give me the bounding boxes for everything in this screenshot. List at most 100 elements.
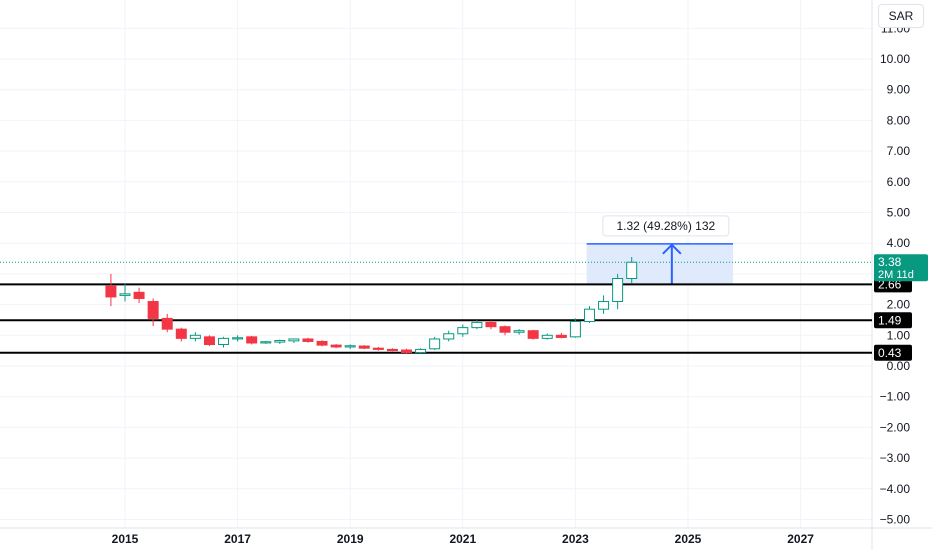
candle-body — [105, 285, 117, 298]
candle — [527, 329, 539, 340]
candle — [119, 283, 131, 302]
candle-body — [401, 349, 412, 353]
candle-body — [133, 291, 145, 299]
candle-body — [330, 344, 342, 348]
measure-label: 1.32 (49.28%) 132 — [616, 219, 715, 233]
candle-body — [302, 338, 314, 342]
candle — [274, 339, 286, 344]
y-tick-label: 5.00 — [887, 206, 911, 220]
candle — [583, 306, 595, 324]
currency-button[interactable]: SAR — [878, 4, 924, 28]
y-axis-labels: 11.0010.009.008.007.006.005.004.003.002.… — [880, 21, 911, 526]
candle — [499, 325, 511, 336]
candle-body — [344, 345, 356, 348]
candle — [429, 336, 441, 351]
countdown-label: 2M 11d — [878, 269, 914, 281]
candle — [161, 313, 173, 333]
x-tick-label: 2023 — [562, 532, 589, 546]
y-tick-label: 7.00 — [887, 144, 911, 158]
candle — [626, 257, 638, 284]
candle-body — [316, 340, 328, 346]
candle-body — [415, 348, 427, 353]
candle — [133, 287, 145, 304]
candle — [189, 332, 201, 342]
x-tick-label: 2021 — [449, 532, 476, 546]
candle-body — [386, 348, 398, 352]
last-price-label: 3.38 — [878, 255, 902, 269]
candle — [288, 338, 300, 343]
candle — [415, 348, 427, 354]
candle — [330, 343, 342, 349]
measure-arrow-head — [662, 243, 682, 255]
candle — [401, 348, 412, 354]
candle-body — [626, 261, 638, 280]
candles — [105, 257, 638, 354]
candle — [358, 345, 370, 350]
candle-body — [372, 347, 384, 350]
candle-body — [471, 321, 483, 329]
candle — [372, 346, 384, 351]
candle-body — [499, 326, 511, 333]
y-tick-label: −1.00 — [880, 390, 911, 404]
candle — [344, 344, 356, 350]
y-tick-label: 2.00 — [887, 298, 911, 312]
candle-body — [218, 337, 230, 346]
y-tick-label: 1.00 — [887, 328, 911, 342]
y-tick-label: −3.00 — [880, 451, 911, 465]
level-badge-label: 1.49 — [878, 313, 902, 327]
measure-label-box — [602, 215, 730, 237]
y-tick-label: 8.00 — [887, 113, 911, 127]
y-tick-label: −4.00 — [880, 482, 911, 496]
candle — [555, 332, 567, 339]
x-tick-label: 2017 — [224, 532, 251, 546]
candle — [443, 330, 455, 342]
candle-body — [232, 337, 244, 340]
x-tick-label: 2015 — [112, 532, 139, 546]
candle — [569, 318, 581, 338]
x-tick-label: 2019 — [337, 532, 364, 546]
candle — [513, 329, 525, 335]
candle-body — [569, 320, 581, 338]
level-badge-bg — [874, 344, 912, 361]
y-tick-label: 0.00 — [887, 359, 911, 373]
candle-body — [443, 333, 455, 340]
candle-body — [358, 345, 370, 349]
candle-body — [260, 341, 272, 344]
candle-body — [513, 330, 525, 333]
last-price-badge-bg — [874, 254, 928, 282]
level-badge-label: 0.43 — [878, 346, 902, 360]
y-tick-label: −2.00 — [880, 420, 911, 434]
candle — [147, 298, 159, 327]
x-tick-label: 2025 — [675, 532, 702, 546]
candle — [175, 327, 187, 342]
candle — [302, 337, 314, 343]
candle — [485, 320, 497, 330]
candle-body — [541, 334, 553, 339]
x-axis-labels: 2015 2017 2019 2021 2023 2025 2027 — [112, 532, 815, 546]
candle — [598, 295, 610, 314]
y-tick-label: 6.00 — [887, 175, 911, 189]
candle — [260, 340, 272, 344]
candle — [232, 335, 244, 342]
candle — [471, 319, 483, 330]
candle-body — [598, 301, 610, 310]
candle-body — [457, 327, 469, 335]
candle — [386, 348, 398, 352]
candle — [246, 335, 258, 345]
level-badge: 0.43 — [874, 344, 912, 361]
candle-body — [189, 334, 201, 339]
candle-body — [612, 278, 624, 303]
candle-body — [274, 340, 286, 343]
measure-box — [586, 243, 734, 285]
y-tick-label: 4.00 — [887, 236, 911, 250]
candle — [105, 273, 117, 307]
candle-body — [119, 293, 131, 296]
candle — [316, 340, 328, 347]
candle — [457, 324, 469, 337]
candle — [218, 336, 230, 348]
x-tick-label: 2027 — [787, 532, 814, 546]
candle-body — [246, 336, 258, 344]
